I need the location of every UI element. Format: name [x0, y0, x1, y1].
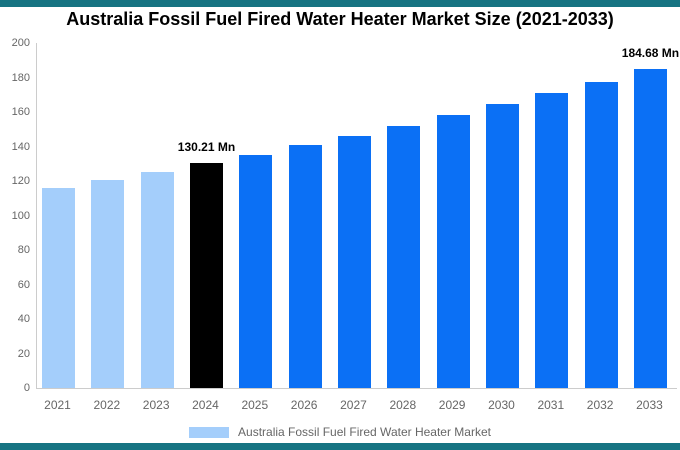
- x-axis-label-2033: 2033: [636, 398, 663, 412]
- y-axis-label-80: 80: [17, 244, 30, 256]
- bar-2031[interactable]: [535, 93, 569, 388]
- legend-label[interactable]: Australia Fossil Fuel Fired Water Heater…: [238, 425, 491, 439]
- bar-2023[interactable]: [140, 171, 174, 388]
- top-accent-strip: [0, 0, 680, 7]
- legend[interactable]: Australia Fossil Fuel Fired Water Heater…: [0, 426, 680, 439]
- y-axis-label-120: 120: [11, 175, 30, 187]
- x-axis-label-2025: 2025: [241, 398, 269, 412]
- x-axis-label-2022: 2022: [93, 398, 121, 412]
- y-axis-label-180: 180: [11, 71, 30, 84]
- y-axis-label-0: 0: [23, 382, 30, 394]
- bar-2024[interactable]: [189, 163, 223, 388]
- bar-2026[interactable]: [288, 145, 322, 388]
- bar-2028[interactable]: [387, 125, 421, 388]
- x-axis: 2021 2022 2023 2024 2025 2026 2027 2028 2029 2030…: [36, 398, 680, 414]
- x-axis-label-2032: 2032: [586, 398, 614, 412]
- bar-2025[interactable]: [239, 154, 273, 388]
- bar-2022[interactable]: [91, 180, 125, 388]
- y-axis: 0 20 40 60 80 100 120 140 160 180 200: [0, 37, 30, 394]
- bar-2021[interactable]: [42, 188, 75, 388]
- x-axis-label-2028: 2028: [389, 398, 417, 412]
- y-axis-label-100: 100: [11, 209, 30, 222]
- x-axis-label-2023: 2023: [142, 398, 170, 412]
- bars-layer: [37, 43, 677, 388]
- y-axis-label-40: 40: [17, 313, 30, 325]
- x-axis-label-2029: 2029: [438, 398, 466, 412]
- y-axis-label-200: 200: [11, 37, 30, 49]
- bar-2030[interactable]: [485, 104, 519, 388]
- x-axis-label-2021: 2021: [44, 398, 71, 412]
- plot-area: 130.21 Mn 184.68 Mn: [36, 43, 679, 389]
- y-axis-label-160: 160: [11, 106, 30, 118]
- bar-2027[interactable]: [337, 135, 371, 388]
- y-axis-label-60: 60: [17, 278, 30, 291]
- y-axis-label-20: 20: [17, 347, 30, 360]
- y-axis-label-140: 140: [11, 140, 30, 153]
- bar-2029[interactable]: [436, 115, 470, 388]
- bottom-accent-strip: [0, 443, 680, 450]
- x-axis-label-2027: 2027: [340, 398, 367, 412]
- x-axis-label-2030: 2030: [488, 398, 515, 412]
- x-axis-label-2026: 2026: [290, 398, 318, 412]
- legend-swatch[interactable]: [189, 427, 230, 438]
- chart-title: Australia Fossil Fuel Fired Water Heater…: [66, 9, 614, 29]
- bar-2032[interactable]: [584, 81, 618, 388]
- bar-2033[interactable]: [633, 69, 667, 388]
- x-axis-label-2024: 2024: [192, 398, 219, 412]
- x-axis-label-2031: 2031: [537, 398, 565, 412]
